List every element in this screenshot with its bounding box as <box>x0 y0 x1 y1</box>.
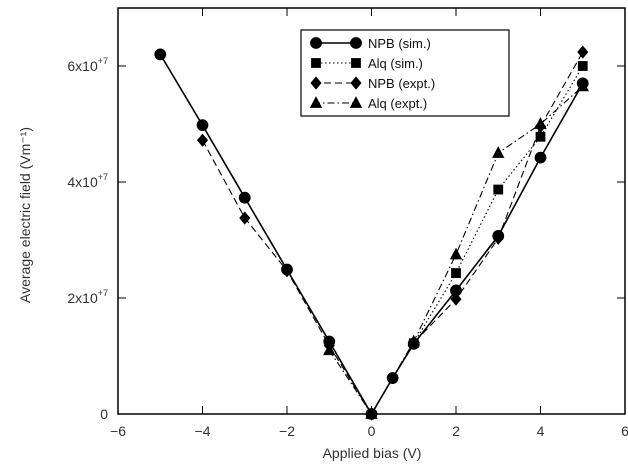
data-point-circle <box>196 119 209 132</box>
data-point-triangle <box>365 407 378 419</box>
y-tick-label: 6x10+7 <box>67 56 108 74</box>
data-point-triangle <box>492 146 505 158</box>
legend: NPB (sim.) Alq (sim.) NPB (expt.) Alq (expt… <box>300 29 510 117</box>
series-markers <box>154 45 589 421</box>
legend-marker-square <box>351 58 361 68</box>
data-point-circle <box>386 372 399 384</box>
legend-label: NPB (sim.) <box>368 36 431 51</box>
x-tick-label: −2 <box>279 423 295 439</box>
x-tick-label: 6 <box>621 423 628 439</box>
legend-label: NPB (expt.) <box>368 76 435 91</box>
data-point-square <box>493 184 504 195</box>
x-tick-label: −4 <box>195 423 211 439</box>
data-point-circle <box>154 48 167 61</box>
x-axis-title: Applied bias (V) <box>323 445 422 461</box>
data-point-diamond <box>196 133 209 147</box>
data-point-triangle <box>407 334 420 347</box>
legend-label: Alq (expt.) <box>368 96 427 111</box>
y-axis-ticks: 0 2x10+7 4x10+7 6x10+7 <box>67 56 625 422</box>
data-point-triangle <box>534 117 547 129</box>
data-point-diamond <box>450 292 462 306</box>
legend-marker-diamond <box>350 76 362 90</box>
data-point-diamond <box>239 211 251 225</box>
y-tick-label: 0 <box>100 406 108 422</box>
data-point-circle <box>238 191 251 204</box>
data-point-triangle <box>449 247 463 260</box>
legend-marker-square <box>311 58 321 68</box>
y-tick-label: 2x10+7 <box>67 288 108 306</box>
legend-marker-circle <box>310 37 322 49</box>
data-point-triangle <box>576 79 589 92</box>
legend-marker-triangle <box>349 96 363 108</box>
x-tick-label: 4 <box>537 423 545 439</box>
data-point-diamond <box>577 45 589 59</box>
x-tick-label: −6 <box>110 423 126 439</box>
data-point-triangle <box>323 343 336 356</box>
x-tick-label: 0 <box>368 423 376 439</box>
y-axis-title: Average electric field (Vm⁻¹) <box>17 127 33 303</box>
data-point-square <box>535 131 546 142</box>
data-point-circle <box>534 151 547 164</box>
data-point-diamond <box>492 231 504 245</box>
legend-box <box>300 29 510 117</box>
x-tick-label: 2 <box>452 423 460 439</box>
data-point-diamond <box>281 264 293 278</box>
legend-marker-triangle <box>309 96 323 108</box>
legend-marker-circle <box>350 37 362 49</box>
data-point-square <box>451 268 461 278</box>
legend-label: Alq (sim.) <box>368 56 423 71</box>
data-point-square <box>577 61 588 71</box>
legend-marker-diamond <box>310 76 322 90</box>
y-tick-label: 4x10+7 <box>67 172 108 190</box>
